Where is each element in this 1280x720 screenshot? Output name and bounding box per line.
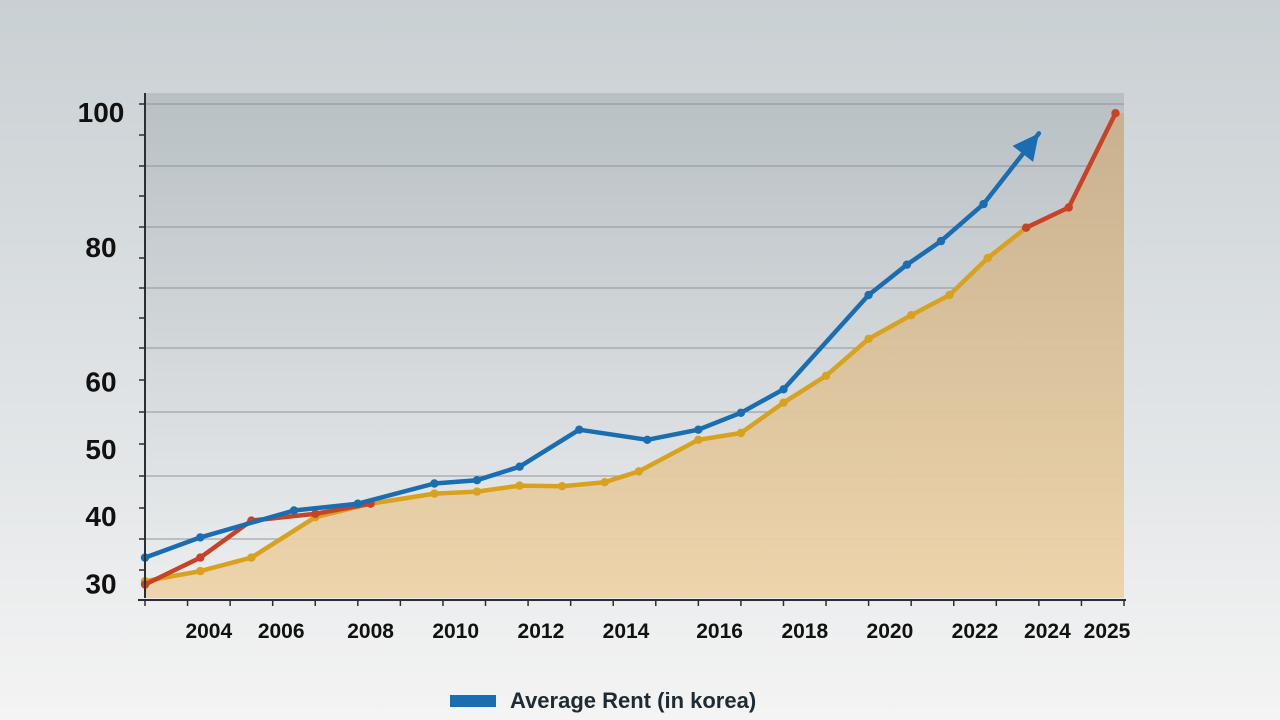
area-under-gold-line [145, 113, 1124, 598]
x-tick-label: 2018 [781, 620, 828, 643]
data-point [779, 385, 788, 394]
y-tick-label: 30 [85, 569, 116, 600]
data-point [736, 428, 746, 438]
data-point [821, 371, 831, 380]
legend-label: Average Rent (in korea) [510, 688, 757, 713]
x-tick-label: 2008 [347, 620, 394, 643]
data-point [430, 479, 439, 488]
data-point [902, 260, 912, 269]
y-tick-label: 40 [85, 501, 116, 532]
data-point [983, 253, 992, 263]
data-point [196, 566, 205, 576]
trend-arrow-icon [1012, 133, 1039, 162]
data-point [575, 425, 584, 434]
y-tick-labels: 30 40 50 60 80 100 [78, 97, 125, 599]
data-point [779, 398, 788, 407]
axes [138, 93, 1126, 606]
data-point [353, 499, 362, 508]
data-point [736, 408, 746, 417]
y-tick-label: 100 [78, 97, 125, 128]
data-point [979, 199, 988, 209]
x-tick-label: 2010 [432, 620, 479, 643]
y-tick-label: 50 [85, 434, 116, 465]
data-point [1021, 223, 1031, 232]
x-tick-label: 2012 [518, 620, 565, 643]
data-point [864, 334, 873, 343]
data-point [515, 481, 524, 490]
data-point [311, 509, 320, 518]
data-point [247, 553, 256, 562]
data-point [196, 553, 205, 562]
data-point [430, 489, 439, 498]
x-tick-label: 2022 [952, 620, 999, 643]
x-tick-labels: 2004 2006 2008 2010 2012 2014 2016 2018 2020 2022… [185, 620, 1130, 643]
area-fill [145, 113, 1124, 598]
data-point [907, 311, 916, 320]
x-tick-label: 2004 [185, 620, 232, 643]
series-line-gold-line [142, 225, 1029, 584]
legend-swatch [450, 695, 496, 707]
x-tick-label: 2024 [1024, 620, 1071, 643]
y-tick-label: 80 [85, 232, 116, 263]
x-tick-label: 2014 [603, 620, 650, 643]
data-point [694, 425, 703, 434]
data-point [515, 462, 524, 471]
data-point [557, 482, 567, 491]
data-point [945, 290, 954, 300]
data-point [694, 435, 703, 444]
x-tick-label: 2020 [867, 620, 914, 643]
data-point [472, 476, 482, 485]
data-point [472, 487, 482, 496]
data-point [1111, 109, 1120, 118]
data-point [289, 506, 299, 515]
data-point [600, 478, 609, 487]
data-point [936, 236, 946, 246]
x-tick-label: 2006 [258, 620, 305, 643]
legend: Average Rent (in korea) [450, 688, 756, 714]
data-point [196, 533, 205, 542]
y-tick-label: 60 [85, 367, 116, 398]
data-point [864, 290, 873, 300]
x-tick-label: 2025 [1084, 620, 1131, 643]
x-tick-label: 2016 [696, 620, 743, 643]
data-point [1064, 203, 1073, 212]
data-point [643, 435, 652, 444]
data-point [634, 467, 643, 476]
